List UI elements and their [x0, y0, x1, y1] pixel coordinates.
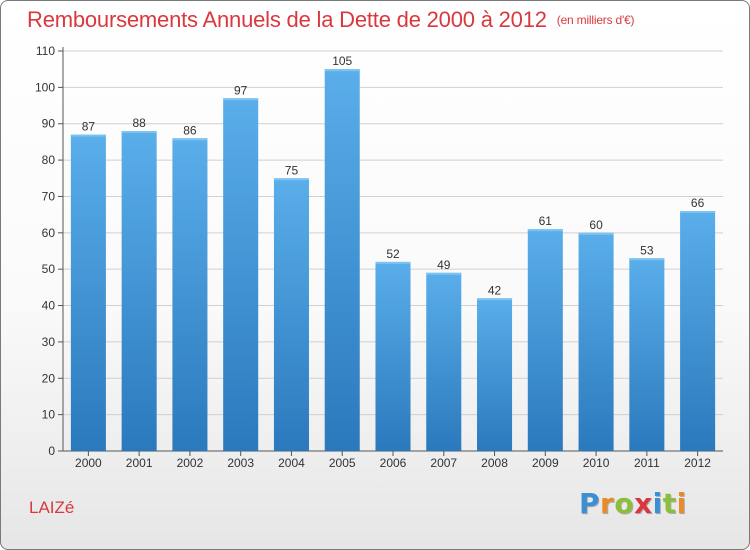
chart-title-text: Remboursements Annuels de la Dette de 20… — [27, 7, 547, 32]
data-label: 66 — [691, 196, 705, 210]
x-tick-labels: 2000 2001 2002 2003 2004 2005 2006 2007 2008 2009… — [75, 456, 711, 470]
bar-highlight — [578, 232, 614, 235]
bar — [527, 229, 563, 451]
x-tick-label: 2011 — [634, 456, 660, 470]
bar — [273, 178, 309, 452]
x-tick-label: 2000 — [75, 456, 102, 470]
chart-title: Remboursements Annuels de la Dette de 20… — [27, 7, 635, 33]
bar-highlight — [223, 98, 259, 101]
x-tick-label: 2006 — [380, 456, 407, 470]
data-label: 53 — [640, 243, 654, 257]
data-label: 86 — [183, 123, 197, 137]
bar — [477, 298, 513, 451]
y-tick-label: 40 — [42, 299, 56, 313]
data-label: 42 — [488, 283, 502, 297]
y-tick-label: 110 — [36, 44, 55, 58]
data-label: 105 — [332, 54, 352, 68]
y-tick-label: 100 — [35, 80, 55, 94]
y-tick-label: 50 — [42, 262, 56, 276]
data-label: 97 — [234, 83, 248, 97]
proxiti-logo: Proxiti — [579, 487, 687, 520]
x-tick-label: 2007 — [430, 456, 457, 470]
y-tick-label: 60 — [42, 226, 56, 240]
bar — [121, 131, 157, 451]
data-label: 87 — [82, 120, 96, 134]
y-tick-label: 80 — [42, 153, 56, 167]
data-label: 52 — [386, 247, 400, 261]
data-label: 60 — [589, 218, 603, 232]
bar — [680, 211, 716, 451]
x-tick-label: 2001 — [126, 456, 153, 470]
y-tick-label: 30 — [42, 335, 56, 349]
bar-highlight — [680, 211, 716, 213]
bar — [324, 69, 360, 451]
bar-highlight — [324, 69, 360, 72]
bar — [578, 232, 614, 451]
bar — [375, 261, 411, 451]
bar — [426, 272, 462, 451]
y-tick-label: 90 — [42, 117, 56, 131]
place-name: LAIZé — [29, 498, 75, 517]
data-label: 75 — [285, 163, 299, 177]
bar — [70, 134, 106, 452]
data-label: 88 — [132, 116, 146, 130]
x-tick-label: 2009 — [532, 456, 559, 470]
data-label: 61 — [539, 214, 553, 228]
x-tick-label: 2003 — [227, 456, 254, 470]
bars — [70, 69, 716, 452]
data-labels: 87 88 86 97 75 105 52 49 42 61 60 53 66 — [82, 54, 705, 297]
bar-highlight — [70, 134, 106, 137]
bar — [629, 258, 665, 451]
y-tick-label: 20 — [42, 371, 56, 385]
bar-highlight — [477, 298, 513, 301]
chart-subtitle: (en milliers d'€) — [556, 13, 635, 27]
bar-highlight — [375, 261, 411, 264]
bar — [223, 98, 259, 451]
bar — [172, 138, 208, 452]
x-tick-label: 2005 — [329, 456, 356, 470]
bar-highlight — [629, 258, 665, 261]
x-tick-label: 2004 — [278, 456, 305, 470]
bar-highlight — [426, 272, 462, 275]
y-tick-label: 10 — [42, 408, 56, 422]
bar-highlight — [273, 178, 309, 181]
bar-highlight — [172, 138, 208, 141]
x-tick-label: 2008 — [481, 456, 508, 470]
bar-highlight — [121, 131, 157, 133]
data-label: 49 — [437, 258, 451, 272]
x-tick-label: 2010 — [583, 456, 610, 470]
bar-highlight — [527, 229, 563, 232]
x-tick-label: 2012 — [684, 456, 711, 470]
y-tick-label: 70 — [42, 189, 56, 203]
y-tick-label: 0 — [48, 444, 55, 458]
y-tick-labels: 0 10 20 30 40 50 60 70 80 90 100 110 — [35, 44, 55, 458]
x-tick-label: 2002 — [177, 456, 204, 470]
